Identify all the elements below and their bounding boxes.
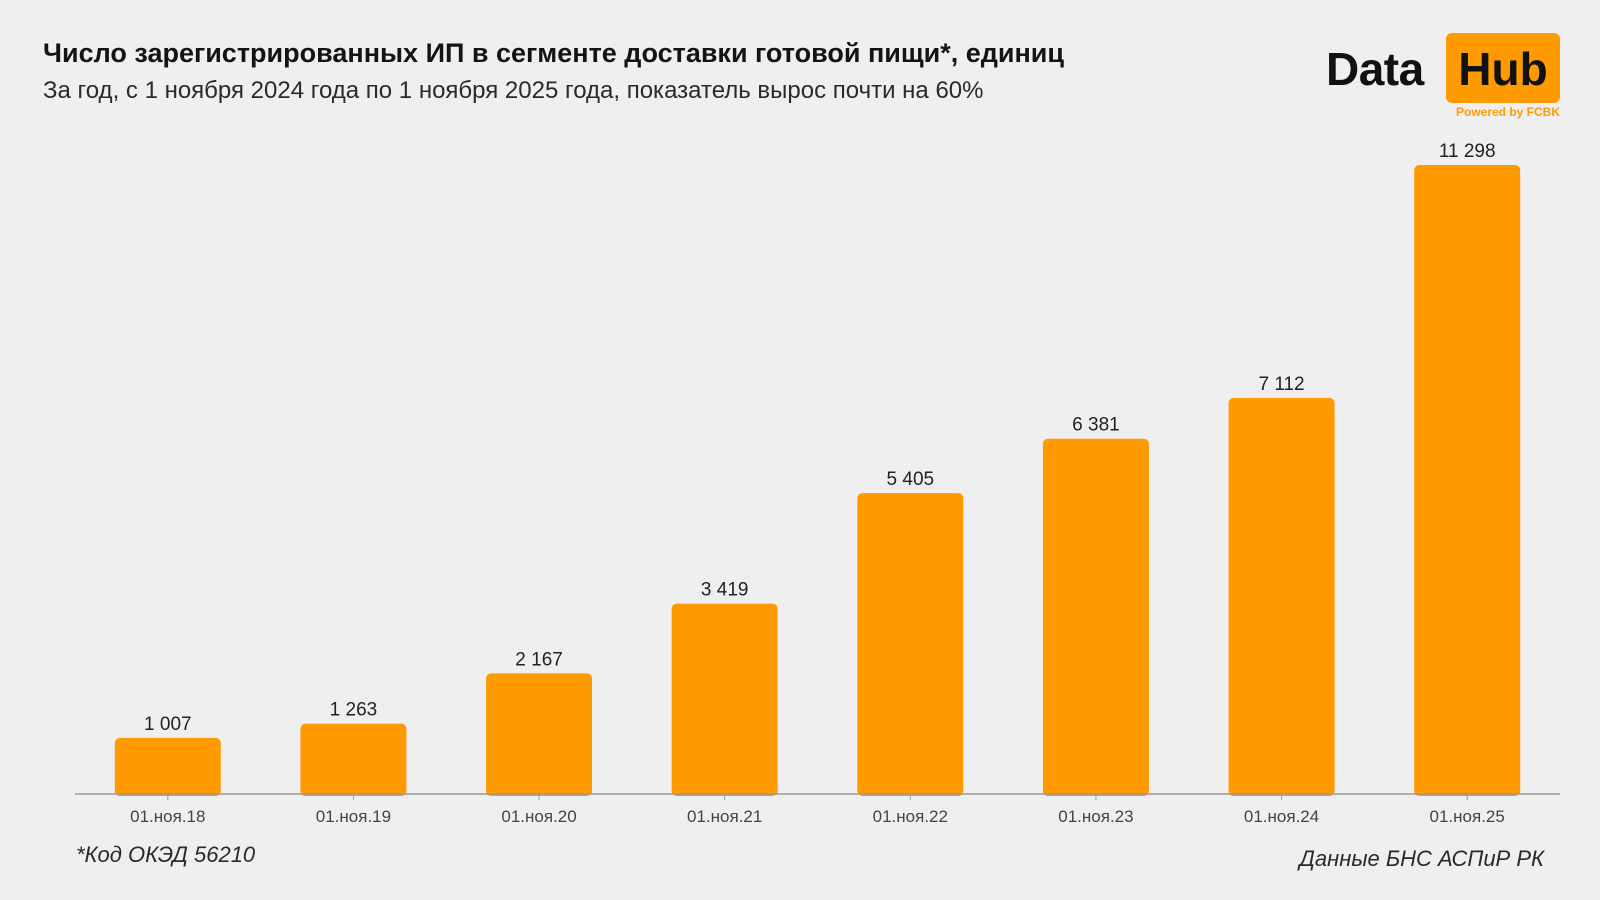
bar-value-label: 2 167	[515, 649, 563, 670]
bar-01.ноя.21	[671, 603, 778, 796]
bar-01.ноя.24	[1228, 398, 1335, 796]
bar-01.ноя.19	[300, 723, 407, 796]
logo-hub-badge: Hub	[1446, 33, 1560, 103]
bar-01.ноя.22	[857, 493, 964, 796]
x-tick-label: 01.ноя.22	[873, 807, 948, 826]
chart-title: Число зарегистрированных ИП в сегменте д…	[43, 38, 1065, 68]
bar-value-label: 1 007	[144, 714, 192, 735]
bar-01.ноя.25	[1414, 165, 1521, 796]
bar-value-label: 11 298	[1439, 141, 1496, 162]
x-tick-label: 01.ноя.25	[1430, 807, 1505, 826]
logo-word-data: Data	[1326, 43, 1424, 95]
logo-tagline: Powered by FCBK	[1455, 105, 1560, 119]
bar-value-label: 7 112	[1258, 374, 1304, 395]
bar-value-label: 6 381	[1072, 415, 1120, 436]
chart-subtitle: За год, с 1 ноября 2024 года по 1 ноября…	[43, 77, 984, 104]
bar-value-label: 1 263	[330, 700, 378, 721]
bar-01.ноя.20	[486, 673, 593, 796]
x-tick-label: 01.ноя.18	[130, 807, 205, 826]
x-tick-label: 01.ноя.24	[1244, 807, 1319, 826]
x-tick-label: 01.ноя.20	[501, 807, 576, 826]
x-tick-label: 01.ноя.21	[687, 807, 762, 826]
x-tick-label: 01.ноя.23	[1058, 807, 1133, 826]
data-source: Данные БНС АСПиР РК	[1299, 846, 1544, 871]
bar-01.ноя.23	[1042, 438, 1149, 796]
footnote: *Код ОКЭД 56210	[76, 842, 256, 867]
bar-01.ноя.18	[114, 737, 221, 796]
datahub-logo: Data Hub Powered by FCBK	[1325, 32, 1561, 122]
x-tick-label: 01.ноя.19	[316, 807, 391, 826]
logo-word-hub: Hub	[1458, 43, 1548, 95]
bar-value-label: 3 419	[701, 580, 749, 601]
bar-value-label: 5 405	[887, 469, 935, 490]
